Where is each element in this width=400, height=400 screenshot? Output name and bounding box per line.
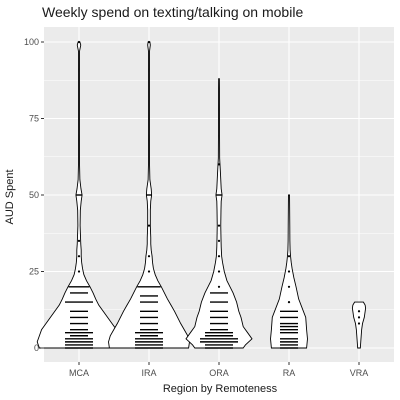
data-point <box>147 270 151 273</box>
data-point <box>287 301 291 304</box>
data-point <box>357 316 361 319</box>
y-axis-title: AUD Spent <box>4 169 16 224</box>
violin-shape <box>351 301 367 349</box>
data-point <box>147 224 151 227</box>
violin-vra <box>351 301 367 349</box>
data-point <box>77 40 81 44</box>
y-tick-label: 100 <box>24 37 39 47</box>
data-point <box>217 285 221 288</box>
data-point <box>147 255 151 258</box>
data-point <box>287 255 291 258</box>
data-point <box>147 40 151 44</box>
violin-ra <box>270 194 308 349</box>
violin-shape <box>185 78 253 349</box>
data-point <box>77 270 81 273</box>
x-axis-title: Region by Remoteness <box>163 383 278 395</box>
data-point <box>357 310 361 313</box>
x-tick-label-vra: VRA <box>350 368 369 378</box>
data-point <box>217 255 221 258</box>
data-point <box>217 239 221 242</box>
x-tick-label-ora: ORA <box>209 368 229 378</box>
x-tick-label-ra: RA <box>283 368 296 378</box>
x-axis: MCA IRA ORA RA VRA <box>69 362 368 378</box>
violin-ira <box>108 40 190 349</box>
data-point <box>357 322 361 325</box>
y-tick-label: 75 <box>29 114 39 124</box>
violins <box>36 40 367 349</box>
y-axis: 0 25 50 75 100 <box>24 37 44 353</box>
x-tick-label-mca: MCA <box>69 368 89 378</box>
data-point <box>217 270 221 273</box>
data-point <box>217 163 221 166</box>
data-point <box>77 239 81 242</box>
violin-mca <box>36 40 122 349</box>
data-point <box>217 224 221 227</box>
y-tick-label: 0 <box>34 343 39 353</box>
data-point <box>287 285 291 288</box>
x-tick-label-ira: IRA <box>141 368 156 378</box>
y-tick-label: 50 <box>29 190 39 200</box>
y-tick-label: 25 <box>29 267 39 277</box>
chart-title: Weekly spend on texting/talking on mobil… <box>42 4 303 20</box>
violin-ora <box>185 78 253 349</box>
data-point <box>287 270 291 273</box>
data-point <box>77 255 81 258</box>
